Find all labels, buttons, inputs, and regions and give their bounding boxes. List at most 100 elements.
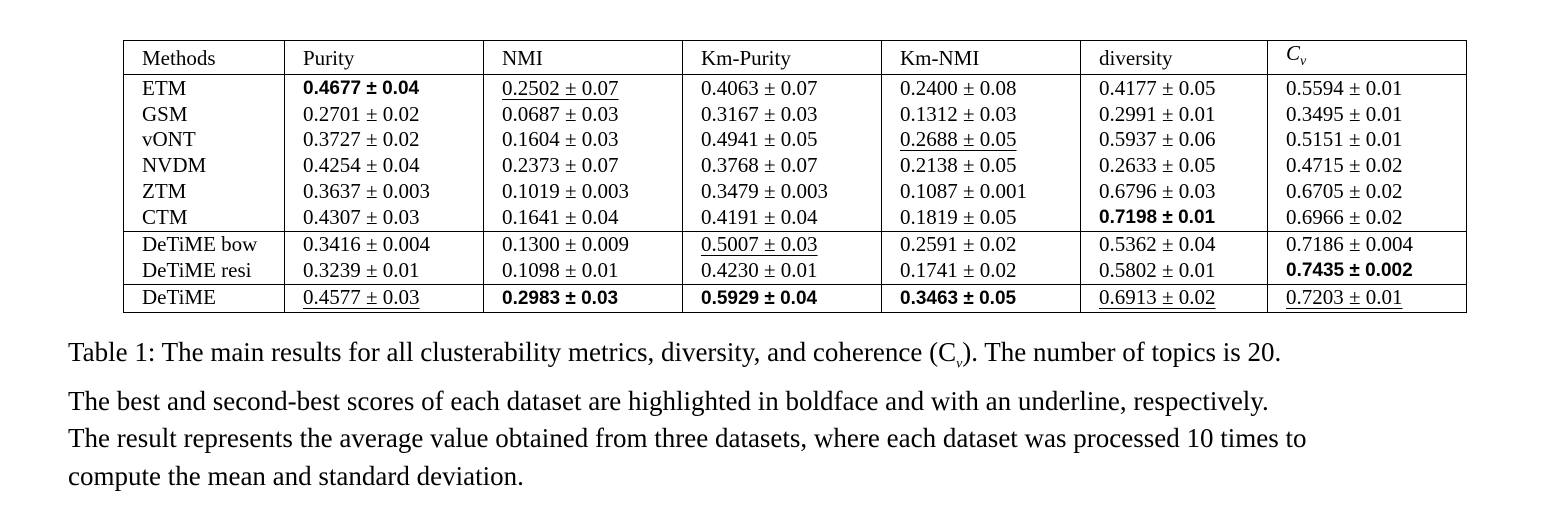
value-text: 0.3768 ± 0.07 — [701, 152, 818, 177]
value-cell: 0.2983 ± 0.03 — [483, 284, 683, 313]
table-row: vONT 0.3727 ± 0.02 0.1604 ± 0.03 0.4941 ± 0… — [123, 127, 1467, 153]
value-cell: 0.7198 ± 0.01 — [1080, 204, 1268, 232]
value-text: 0.7186 ± 0.004 — [1286, 231, 1414, 256]
value-text: 0.1604 ± 0.03 — [502, 127, 619, 152]
table-row: CTM 0.4307 ± 0.03 0.1641 ± 0.04 0.4191 ± 0.… — [123, 204, 1467, 232]
value-text: 0.1741 ± 0.02 — [900, 257, 1017, 282]
value-cell: 0.7435 ± 0.002 — [1267, 257, 1467, 285]
value-text: 0.3416 ± 0.004 — [303, 231, 431, 256]
value-text: 0.5937 ± 0.06 — [1099, 127, 1216, 152]
caption-line-3: The result represents the average value … — [68, 423, 1307, 454]
value-cell: 0.5151 ± 0.01 — [1267, 127, 1467, 153]
value-cell: 0.3239 ± 0.01 — [284, 257, 484, 285]
value-cell: 0.2591 ± 0.02 — [881, 231, 1081, 258]
value-cell: 0.2502 ± 0.07 — [483, 74, 683, 102]
value-text: 0.5151 ± 0.01 — [1286, 127, 1403, 152]
value-text: 0.1312 ± 0.03 — [900, 101, 1017, 126]
method-cell: ZTM — [123, 178, 285, 205]
caption-text-1b: ). The number of topics is 20. — [962, 337, 1282, 367]
table-header-row: Methods Purity NMI Km-Purity Km-NMI dive… — [123, 39, 1467, 76]
table-row: GSM 0.2701 ± 0.02 0.0687 ± 0.03 0.3167 ± 0.… — [123, 101, 1467, 128]
value-cell: 0.3768 ± 0.07 — [682, 152, 882, 179]
value-text: 0.4191 ± 0.04 — [701, 204, 818, 229]
value-cell: 0.4063 ± 0.07 — [682, 74, 882, 102]
value-cell: 0.7186 ± 0.004 — [1267, 231, 1467, 258]
table-row: DeTiME resi 0.3239 ± 0.01 0.1098 ± 0.01 0.4… — [123, 257, 1467, 285]
value-cell: 0.1604 ± 0.03 — [483, 127, 683, 153]
value-cell: 0.2400 ± 0.08 — [881, 74, 1081, 102]
header-methods: Methods — [123, 39, 285, 76]
method-cell: DeTiME — [123, 284, 285, 313]
table-row: NVDM 0.4254 ± 0.04 0.2373 ± 0.07 0.3768 ± 0… — [123, 152, 1467, 179]
value-cell: 0.5594 ± 0.01 — [1267, 74, 1467, 102]
table-row: ETM 0.4677 ± 0.04 0.2502 ± 0.07 0.4063 ± 0.… — [123, 74, 1467, 102]
results-table: Methods Purity NMI Km-Purity Km-NMI dive… — [123, 39, 1467, 313]
value-cell: 0.2991 ± 0.01 — [1080, 101, 1268, 128]
value-text: 0.1300 ± 0.009 — [502, 231, 630, 256]
caption-cv-subscript: v — [956, 356, 963, 372]
caption-text-1a: Table 1: The main results for all cluste… — [68, 337, 957, 367]
caption-line-1: Table 1: The main results for all cluste… — [68, 334, 1538, 383]
value-cell: 0.1019 ± 0.003 — [483, 178, 683, 205]
header-diversity: diversity — [1080, 39, 1268, 76]
value-text: 0.2138 ± 0.05 — [900, 152, 1017, 177]
value-cell: 0.4307 ± 0.03 — [284, 204, 484, 232]
value-cell: 0.4941 ± 0.05 — [682, 127, 882, 153]
value-text: 0.4577 ± 0.03 — [303, 285, 420, 310]
value-cell: 0.4254 ± 0.04 — [284, 152, 484, 179]
value-cell: 0.3463 ± 0.05 — [881, 284, 1081, 313]
caption-line-2: The best and second-best scores of each … — [68, 385, 1269, 416]
value-text: 0.3495 ± 0.01 — [1286, 101, 1403, 126]
value-text: 0.2991 ± 0.01 — [1099, 101, 1216, 126]
value-text: 0.4063 ± 0.07 — [701, 75, 818, 100]
value-text: 0.5594 ± 0.01 — [1286, 75, 1403, 100]
value-text: 0.5362 ± 0.04 — [1099, 231, 1216, 256]
value-text: 0.1098 ± 0.01 — [502, 257, 619, 282]
value-text: 0.2701 ± 0.02 — [303, 101, 420, 126]
header-purity: Purity — [284, 39, 484, 76]
value-text: 0.4177 ± 0.05 — [1099, 75, 1216, 100]
value-text: 0.3239 ± 0.01 — [303, 257, 420, 282]
value-text: 0.7203 ± 0.01 — [1286, 285, 1403, 310]
value-cell: 0.6796 ± 0.03 — [1080, 178, 1268, 205]
header-km-purity: Km-Purity — [682, 39, 882, 76]
value-cell: 0.6966 ± 0.02 — [1267, 204, 1467, 232]
method-cell: ETM — [123, 74, 285, 102]
value-text: 0.6913 ± 0.02 — [1099, 285, 1216, 310]
value-text: 0.6796 ± 0.03 — [1099, 178, 1216, 203]
value-text: 0.2373 ± 0.07 — [502, 152, 619, 177]
value-text: 0.1087 ± 0.001 — [900, 178, 1028, 203]
value-text: 0.0687 ± 0.03 — [502, 101, 619, 126]
value-text: 0.3167 ± 0.03 — [701, 101, 818, 126]
header-cv-subscript: v — [1300, 54, 1307, 70]
value-text: 0.3463 ± 0.05 — [900, 287, 1017, 309]
value-text: 0.4254 ± 0.04 — [303, 152, 420, 177]
value-cell: 0.2701 ± 0.02 — [284, 101, 484, 128]
value-cell: 0.0687 ± 0.03 — [483, 101, 683, 128]
value-text: 0.6966 ± 0.02 — [1286, 204, 1403, 229]
header-km-nmi: Km-NMI — [881, 39, 1081, 76]
value-text: 0.7198 ± 0.01 — [1099, 207, 1216, 229]
value-cell: 0.2138 ± 0.05 — [881, 152, 1081, 179]
value-cell: 0.1087 ± 0.001 — [881, 178, 1081, 205]
table-body: ETM 0.4677 ± 0.04 0.2502 ± 0.07 0.4063 ± 0.… — [123, 74, 1467, 313]
value-cell: 0.6705 ± 0.02 — [1267, 178, 1467, 205]
value-text: 0.2983 ± 0.03 — [502, 287, 619, 309]
value-text: 0.2591 ± 0.02 — [900, 231, 1017, 256]
value-text: 0.5929 ± 0.04 — [701, 287, 818, 309]
value-cell: 0.4191 ± 0.04 — [682, 204, 882, 232]
value-cell: 0.5929 ± 0.04 — [682, 284, 882, 313]
value-cell: 0.5802 ± 0.01 — [1080, 257, 1268, 285]
value-text: 0.2688 ± 0.05 — [900, 127, 1017, 152]
method-cell: vONT — [123, 127, 285, 153]
value-cell: 0.1741 ± 0.02 — [881, 257, 1081, 285]
value-cell: 0.3167 ± 0.03 — [682, 101, 882, 128]
value-cell: 0.1312 ± 0.03 — [881, 101, 1081, 128]
value-text: 0.7435 ± 0.002 — [1286, 260, 1413, 282]
value-cell: 0.4715 ± 0.02 — [1267, 152, 1467, 179]
header-cv-symbol: C — [1286, 41, 1301, 65]
value-cell: 0.2633 ± 0.05 — [1080, 152, 1268, 179]
value-cell: 0.1098 ± 0.01 — [483, 257, 683, 285]
table-row: DeTiME bow 0.3416 ± 0.004 0.1300 ± 0.009 0.… — [123, 231, 1467, 258]
value-text: 0.1819 ± 0.05 — [900, 204, 1017, 229]
